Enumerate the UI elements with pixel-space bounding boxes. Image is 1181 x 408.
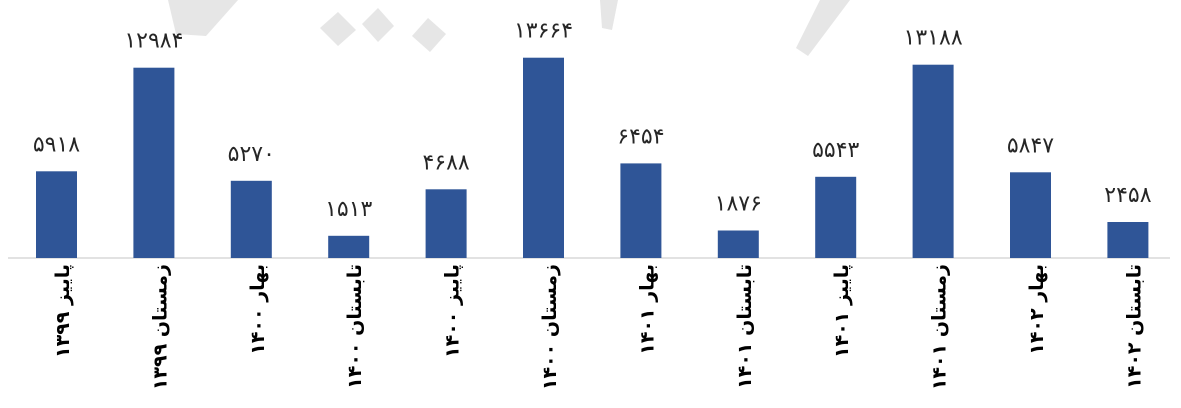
bar [133, 67, 175, 258]
bar-value-label: ۵۹۱۸ [33, 132, 80, 157]
category-label: بهار ۱۴۰۰ [247, 264, 269, 355]
bar [815, 176, 857, 258]
value-labels-group: ۵۹۱۸ ۱۲۹۸۴ ۵۲۷۰ ۱۵۱۳ ۴۶۸۸ ۱۳۶۶۴ ۶۴۵۴ ۱۸۷۶ ۵۵۴۳ ۱۳… [33, 19, 1152, 222]
bar-value-label: ۵۸۴۷ [1007, 133, 1054, 158]
category-label: زمستان ۱۴۰۱ [929, 264, 951, 390]
category-label: تابستان ۱۴۰۲ [1123, 264, 1145, 389]
bar [425, 189, 467, 258]
category-label: زمستان ۱۳۹۹ [149, 264, 171, 390]
watermark-shape [600, 0, 618, 30]
bar [1010, 172, 1051, 258]
watermark-shape [362, 8, 394, 42]
bar-value-label: ۲۴۵۸ [1104, 183, 1151, 208]
bar [912, 64, 954, 258]
category-label: بهار ۱۴۰۱ [636, 264, 658, 355]
category-label: بهار ۱۴۰۲ [1026, 264, 1048, 355]
category-label: تابستان ۱۴۰۰ [344, 264, 366, 389]
bars-group [36, 57, 1149, 259]
category-label: پاییز ۱۴۰۱ [831, 264, 853, 358]
bar-value-label: ۱۲۹۸۴ [124, 29, 183, 54]
bar-value-label: ۱۳۶۶۴ [514, 19, 573, 44]
bar-value-label: ۱۸۷۶ [715, 192, 762, 217]
bar [523, 57, 564, 259]
bar-value-label: ۵۲۷۰ [228, 142, 275, 167]
bar-value-label: ۵۵۴۳ [812, 138, 859, 163]
category-label: پاییز ۱۴۰۰ [442, 264, 464, 358]
category-label: زمستان ۱۴۰۰ [539, 264, 561, 390]
bar-value-label: ۱۳۱۸۸ [904, 26, 963, 51]
bar [1107, 222, 1149, 258]
bar-value-label: ۱۵۱۳ [325, 197, 372, 222]
bar-value-label: ۴۶۸۸ [422, 150, 469, 175]
bar-value-label: ۶۴۵۴ [617, 124, 664, 149]
category-label: پاییز ۱۳۹۹ [52, 264, 74, 358]
bar [230, 180, 272, 258]
category-label: تابستان ۱۴۰۱ [734, 264, 756, 389]
watermark-logo [168, 0, 850, 56]
category-labels-group: پاییز ۱۳۹۹ زمستان ۱۳۹۹ بهار ۱۴۰۰ تابستان ۱۴… [52, 264, 1145, 390]
bar [717, 230, 759, 258]
bar [36, 171, 77, 258]
bar [620, 163, 662, 258]
watermark-shape [168, 0, 238, 36]
watermark-shape [412, 18, 446, 52]
watermark-shape [796, 0, 850, 56]
bar [328, 235, 370, 258]
watermark-shape [320, 12, 356, 46]
